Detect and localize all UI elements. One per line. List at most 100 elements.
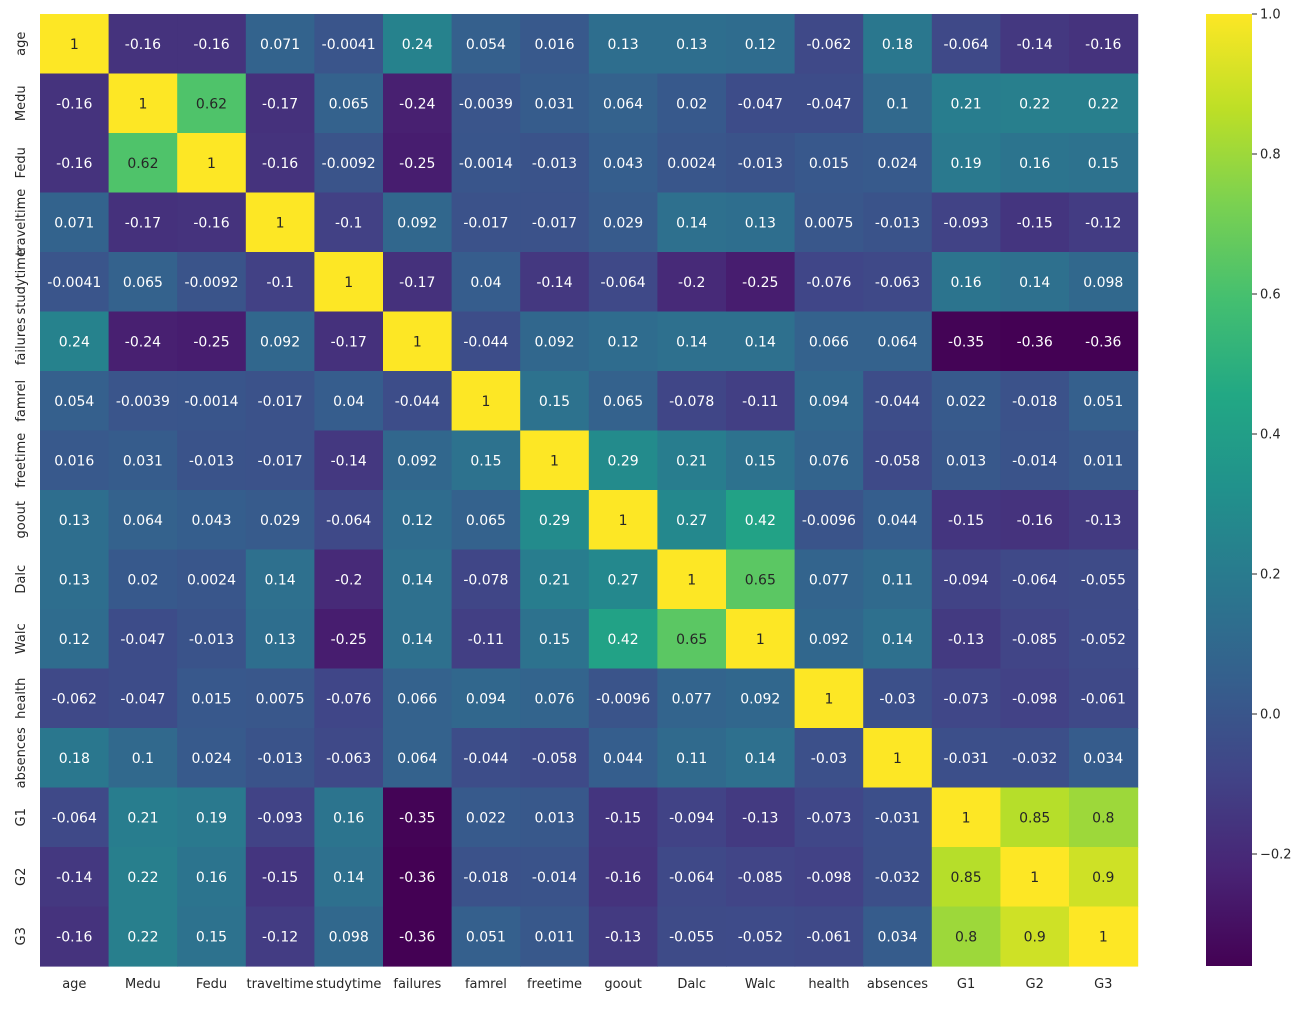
heatmap-cell <box>657 73 727 134</box>
heatmap-cell <box>108 133 178 194</box>
heatmap-cell <box>657 14 727 75</box>
heatmap-cell <box>40 728 110 789</box>
cell-value-label: 0.13 <box>745 215 776 231</box>
heatmap-cell <box>451 192 521 253</box>
heatmap-cell <box>314 549 384 610</box>
cell-value-label: -0.0096 <box>802 513 856 529</box>
heatmap-cell <box>657 847 727 908</box>
x-tick-label: age <box>62 977 86 992</box>
cell-value-label: -0.2 <box>678 275 705 291</box>
heatmap-cell <box>451 728 521 789</box>
heatmap-cell <box>657 252 727 313</box>
cell-value-label: 0.024 <box>191 751 231 767</box>
heatmap-cell <box>657 787 727 848</box>
cell-value-label: -0.013 <box>189 632 234 648</box>
heatmap-cell <box>1069 728 1139 789</box>
heatmap-cell <box>314 906 384 967</box>
x-tick-label: studytime <box>316 977 381 992</box>
cell-value-label: 0.02 <box>127 572 158 588</box>
heatmap-cell <box>588 430 658 491</box>
cell-value-label: 0.071 <box>54 215 94 231</box>
heatmap-cell <box>588 906 658 967</box>
heatmap-cell <box>451 371 521 432</box>
heatmap-cell <box>657 430 727 491</box>
heatmap-cell <box>314 371 384 432</box>
cell-value-label: 1 <box>550 453 559 469</box>
colorbar-tick-label: 0.6 <box>1260 288 1281 303</box>
heatmap-cell <box>40 311 110 372</box>
heatmap-cell <box>245 133 315 194</box>
colorbar-tick-label: 0.0 <box>1260 708 1281 723</box>
heatmap-cell <box>931 311 1001 372</box>
heatmap-cell <box>1000 73 1070 134</box>
cell-value-label: -0.17 <box>125 215 161 231</box>
cell-value-label: 0.16 <box>951 275 982 291</box>
cell-value-label: -0.15 <box>262 870 298 886</box>
cell-value-label: -0.098 <box>806 870 851 886</box>
cell-value-label: -0.25 <box>331 632 367 648</box>
heatmap-cell <box>177 133 247 194</box>
cell-value-label: 0.21 <box>127 810 158 826</box>
cell-value-label: 0.19 <box>196 810 227 826</box>
cell-value-label: 0.016 <box>54 453 94 469</box>
heatmap-cell <box>177 14 247 75</box>
cell-value-label: -0.032 <box>1012 751 1057 767</box>
cell-value-label: -0.35 <box>948 334 984 350</box>
cell-value-label: 0.11 <box>676 751 707 767</box>
x-tick-label: health <box>808 977 849 992</box>
heatmap-cell <box>245 14 315 75</box>
cell-value-label: 0.12 <box>402 513 433 529</box>
heatmap-cell <box>383 490 453 551</box>
cell-value-label: -0.25 <box>193 334 229 350</box>
heatmap-cell <box>40 252 110 313</box>
x-tick-label: famrel <box>465 977 507 992</box>
cell-value-label: 1 <box>619 513 628 529</box>
cell-value-label: -0.093 <box>944 215 989 231</box>
cell-value-label: 0.11 <box>882 572 913 588</box>
heatmap-cell <box>794 311 864 372</box>
heatmap-cell <box>863 787 933 848</box>
heatmap-cell <box>40 192 110 253</box>
cell-value-label: -0.15 <box>605 810 641 826</box>
y-tick-label: absences <box>14 727 29 788</box>
cell-value-label: 1 <box>276 215 285 231</box>
y-tick-label: Dalc <box>14 565 29 594</box>
heatmap-cell <box>863 192 933 253</box>
heatmap-cell <box>245 787 315 848</box>
cell-value-label: 0.29 <box>539 513 570 529</box>
heatmap-cell <box>40 371 110 432</box>
y-tick-label: studytime <box>14 249 29 314</box>
cell-value-label: -0.063 <box>875 275 920 291</box>
cell-value-label: -0.14 <box>331 453 367 469</box>
heatmap-cell <box>451 73 521 134</box>
heatmap-cell <box>245 192 315 253</box>
heatmap-cell <box>177 847 247 908</box>
heatmap-cell <box>931 609 1001 670</box>
cell-value-label: 0.071 <box>260 37 300 53</box>
cell-value-label: 0.015 <box>191 691 231 707</box>
heatmap-cell <box>794 371 864 432</box>
x-tick-label: freetime <box>527 977 582 992</box>
cell-value-label: -0.03 <box>879 691 915 707</box>
y-tick-label: famrel <box>14 380 29 422</box>
cell-value-label: 0.011 <box>1083 453 1123 469</box>
cell-value-label: -0.16 <box>193 215 229 231</box>
cell-value-label: -0.014 <box>532 870 577 886</box>
cell-value-label: -0.16 <box>262 156 298 172</box>
heatmap-cell <box>245 371 315 432</box>
heatmap-cell <box>931 906 1001 967</box>
heatmap-cell <box>931 847 1001 908</box>
heatmap-cell <box>794 609 864 670</box>
heatmap-cell <box>314 787 384 848</box>
cell-value-label: 1 <box>1030 870 1039 886</box>
cell-value-label: 0.029 <box>603 215 643 231</box>
heatmap-cell <box>794 252 864 313</box>
heatmap-cell <box>314 847 384 908</box>
heatmap-cell <box>520 311 590 372</box>
cell-value-label: 0.064 <box>123 513 163 529</box>
heatmap-cell <box>451 490 521 551</box>
heatmap-cell <box>657 192 727 253</box>
heatmap-cell <box>1000 252 1070 313</box>
cell-value-label: -0.1 <box>335 215 362 231</box>
heatmap-cell <box>863 668 933 729</box>
